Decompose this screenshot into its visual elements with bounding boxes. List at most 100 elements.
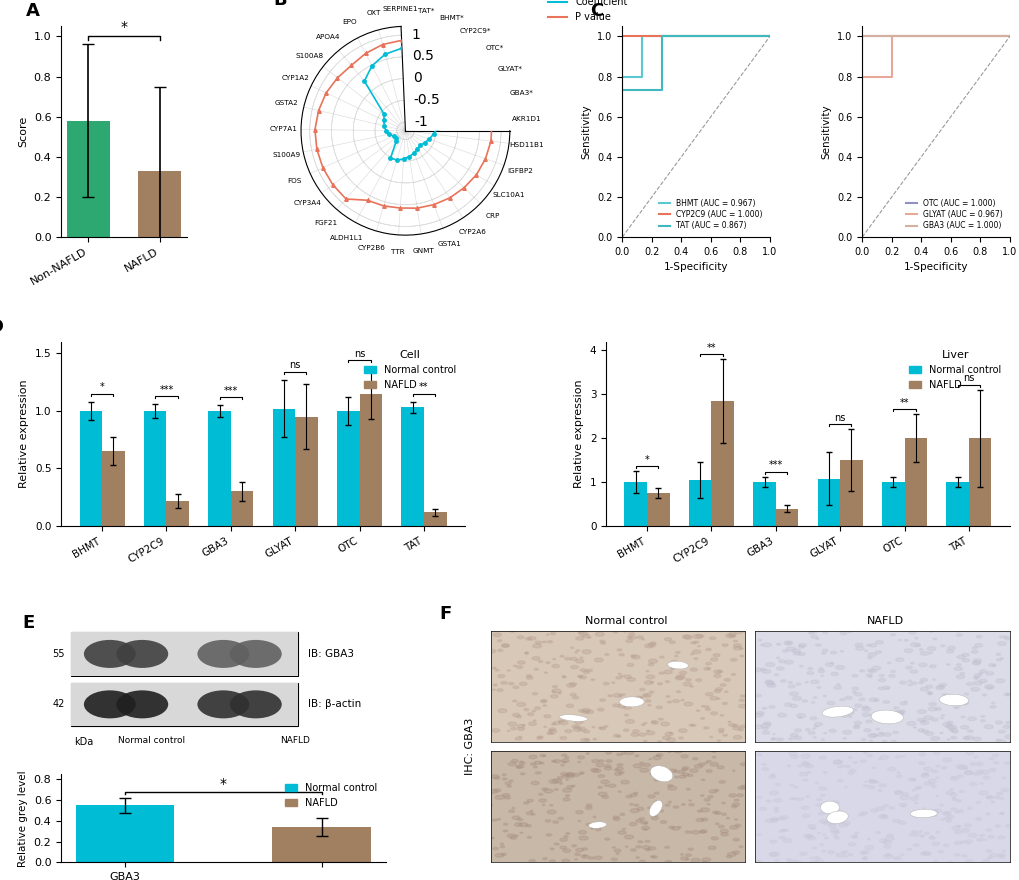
Circle shape — [946, 649, 953, 653]
Circle shape — [900, 702, 906, 705]
Circle shape — [973, 674, 980, 677]
OTC (AUC = 1.000) — [855, 31, 867, 41]
Circle shape — [784, 703, 791, 707]
Circle shape — [882, 700, 889, 703]
Circle shape — [960, 841, 965, 843]
Circle shape — [962, 767, 967, 769]
Circle shape — [599, 640, 604, 642]
Circle shape — [493, 847, 498, 850]
Circle shape — [962, 737, 969, 739]
Circle shape — [998, 730, 1005, 733]
Circle shape — [833, 760, 841, 764]
Circle shape — [658, 810, 663, 812]
Circle shape — [866, 669, 872, 671]
Circle shape — [656, 753, 662, 756]
Circle shape — [520, 761, 523, 762]
Circle shape — [578, 761, 580, 763]
Circle shape — [495, 670, 498, 671]
Circle shape — [699, 831, 705, 833]
Circle shape — [777, 660, 785, 663]
Circle shape — [528, 722, 536, 725]
Circle shape — [851, 708, 856, 711]
Bar — [840, 460, 862, 526]
Circle shape — [526, 677, 533, 679]
Circle shape — [975, 802, 979, 803]
Circle shape — [780, 816, 788, 819]
Circle shape — [974, 818, 980, 820]
Circle shape — [854, 643, 862, 647]
Circle shape — [788, 737, 793, 740]
Circle shape — [918, 682, 922, 684]
Circle shape — [690, 642, 695, 644]
Bar — [752, 482, 775, 526]
Circle shape — [948, 694, 953, 697]
Circle shape — [605, 752, 610, 754]
Circle shape — [874, 781, 878, 783]
Circle shape — [982, 776, 988, 779]
Circle shape — [940, 804, 943, 806]
Circle shape — [732, 727, 740, 730]
Circle shape — [916, 718, 923, 722]
BHMT (AUC = 0.967) — [714, 31, 727, 41]
Circle shape — [739, 648, 743, 649]
Circle shape — [575, 652, 577, 653]
Circle shape — [494, 854, 503, 857]
Circle shape — [863, 857, 866, 858]
TAT (AUC = 0.867) — [763, 31, 775, 41]
Circle shape — [867, 734, 876, 737]
Circle shape — [819, 819, 827, 823]
Circle shape — [812, 847, 816, 849]
Circle shape — [626, 640, 632, 642]
Circle shape — [1003, 693, 1008, 695]
Circle shape — [534, 707, 540, 709]
Circle shape — [586, 669, 592, 671]
Circle shape — [517, 661, 525, 664]
Circle shape — [896, 775, 901, 778]
Circle shape — [787, 765, 790, 766]
Circle shape — [827, 851, 834, 854]
TAT (AUC = 0.867) — [655, 84, 667, 95]
Circle shape — [531, 814, 535, 815]
Circle shape — [752, 668, 761, 671]
Circle shape — [921, 774, 927, 776]
Circle shape — [598, 792, 606, 796]
Circle shape — [500, 681, 506, 684]
Circle shape — [991, 754, 998, 757]
Circle shape — [615, 767, 623, 770]
Circle shape — [918, 664, 926, 667]
Circle shape — [511, 759, 518, 762]
Circle shape — [592, 727, 594, 728]
Ellipse shape — [826, 811, 848, 824]
Circle shape — [988, 854, 997, 857]
Circle shape — [910, 642, 919, 647]
Text: *: * — [100, 383, 104, 392]
Circle shape — [756, 754, 760, 756]
Circle shape — [887, 722, 891, 724]
Circle shape — [907, 684, 911, 686]
Circle shape — [705, 649, 710, 650]
Circle shape — [760, 668, 765, 671]
Circle shape — [783, 829, 788, 832]
Circle shape — [663, 670, 672, 674]
Circle shape — [764, 680, 771, 683]
Circle shape — [714, 823, 718, 825]
Circle shape — [641, 724, 644, 725]
Circle shape — [561, 775, 568, 778]
Circle shape — [585, 806, 592, 810]
Circle shape — [870, 734, 876, 737]
Circle shape — [768, 791, 777, 795]
Circle shape — [928, 702, 935, 706]
Circle shape — [731, 673, 735, 675]
Y-axis label: Relative grey level: Relative grey level — [18, 770, 29, 867]
Circle shape — [918, 649, 922, 650]
Circle shape — [864, 650, 867, 651]
Circle shape — [844, 766, 849, 767]
Circle shape — [807, 836, 815, 840]
Circle shape — [552, 686, 556, 687]
Circle shape — [964, 824, 971, 827]
Circle shape — [840, 650, 843, 652]
Circle shape — [960, 716, 964, 718]
Circle shape — [707, 847, 715, 849]
Circle shape — [820, 795, 824, 796]
Circle shape — [658, 672, 663, 674]
